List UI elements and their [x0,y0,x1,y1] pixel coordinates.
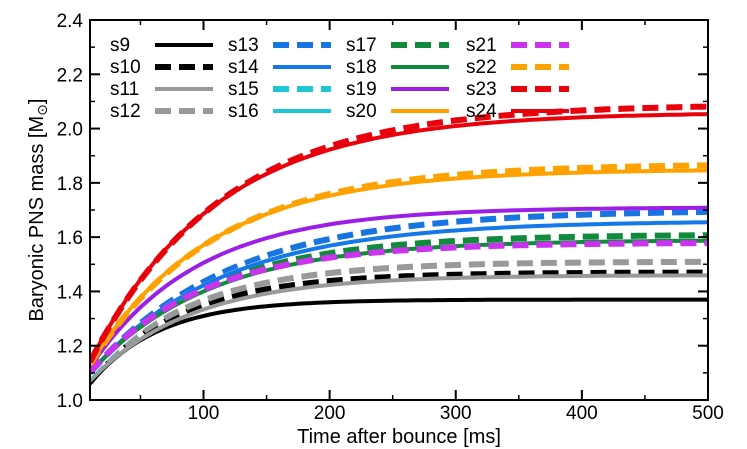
legend-label-s14: s14 [228,57,259,78]
y-axis-title: Baryonic PNS mass [M⊙] [26,99,50,322]
y-tick-label-1.0: 1.0 [57,391,83,412]
legend-label-s20: s20 [346,101,377,122]
y-axis-title-sun-symbol: ⊙ [34,104,50,116]
legend-label-s10: s10 [110,57,141,78]
legend: s9s10s11s12s13s14s15s16s17s18s19s20s21s2… [110,35,569,122]
x-tick-label-400: 400 [566,403,598,424]
y-axis-title-close: ] [26,99,48,105]
legend-label-s23: s23 [466,79,497,100]
series-line-s9 [90,297,708,386]
series-line-s24 [90,112,708,363]
legend-label-s19: s19 [346,79,377,100]
legend-label-s9: s9 [110,35,130,56]
legend-label-s24: s24 [466,101,497,122]
legend-label-s21: s21 [466,35,497,56]
legend-label-s17: s17 [346,35,377,56]
x-tick-label-100: 100 [188,403,220,424]
series-line-s12 [90,258,708,381]
x-tick-label-500: 500 [692,403,724,424]
x-tick-label-300: 300 [440,403,472,424]
series-line-s10 [90,269,708,384]
series-line-s13 [90,208,708,375]
x-tick-label-200: 200 [314,403,346,424]
series-line-s11 [90,273,708,383]
y-tick-label-1.2: 1.2 [57,337,83,358]
series-line-s25 [90,240,708,375]
y-tick-label-2.0: 2.0 [57,120,83,141]
legend-label-s13: s13 [228,35,259,56]
y-tick-label-2.2: 2.2 [57,65,83,86]
series-line-s22 [90,162,708,367]
legend-label-s16: s16 [228,101,259,122]
series-line-s19 [90,205,708,369]
y-tick-label-1.8: 1.8 [57,174,83,195]
legend-label-s12: s12 [110,101,141,122]
y-axis-title-text: Baryonic PNS mass [M [26,116,48,322]
y-tick-label-2.4: 2.4 [57,11,84,32]
ticks-layer: 100 200 300 400 500 1.0 1.2 1.4 1.6 1.8 2.0 2.2 2.4 [57,11,724,424]
legend-label-s22: s22 [466,57,497,78]
y-tick-label-1.6: 1.6 [57,228,83,249]
series-line-s18 [90,220,708,375]
legend-label-s18: s18 [346,57,377,78]
legend-label-s11: s11 [110,79,139,100]
y-tick-label-1.4: 1.4 [57,282,84,303]
legend-label-s15: s15 [228,79,259,100]
series-layer [90,103,708,386]
x-axis-title: Time after bounce [ms] [297,426,501,448]
